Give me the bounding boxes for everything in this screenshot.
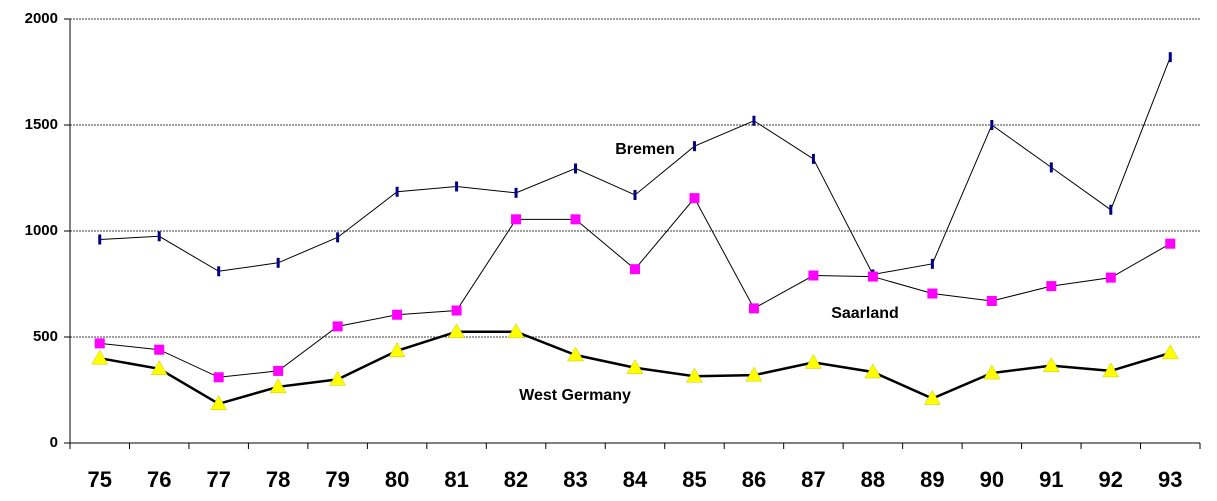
marker [811,153,815,164]
marker [395,186,399,197]
marker [514,187,518,198]
marker [269,378,287,394]
marker [570,214,581,225]
marker [150,360,168,376]
marker [332,321,343,332]
marker [689,193,700,204]
marker [154,344,165,355]
y-tick-label: 1000 [25,222,58,239]
marker [1165,238,1176,249]
marker [336,232,340,243]
marker [451,305,462,316]
marker [808,270,819,281]
x-tick-label: 76 [147,467,171,492]
x-tick-label: 87 [801,467,825,492]
x-tick-label: 83 [563,467,587,492]
marker [748,303,759,314]
marker [923,389,941,405]
marker [626,359,644,374]
series-line [99,56,1171,276]
marker [983,364,1001,380]
marker [567,346,584,362]
x-tick-label: 93 [1158,467,1182,492]
marker [507,323,525,338]
series-label: Bremen [615,141,675,158]
marker [1109,204,1113,215]
marker [692,141,696,152]
marker [329,370,347,386]
marker [752,115,756,126]
x-tick-label: 85 [682,467,706,492]
x-tick-label: 88 [861,467,885,492]
marker [630,264,640,275]
x-tick-label: 89 [920,467,944,492]
marker [990,120,994,130]
marker [213,372,224,383]
marker [864,363,882,379]
marker [210,395,228,411]
marker [867,271,878,282]
marker [392,309,403,320]
marker [455,181,459,192]
marker [686,367,703,383]
x-tick-label: 86 [742,467,766,492]
marker [1049,162,1053,173]
x-tick-label: 79 [325,467,349,492]
marker [1102,362,1120,378]
marker [1105,272,1116,283]
series-line [99,197,1171,378]
marker [448,323,466,338]
marker [511,214,522,225]
marker [276,257,280,268]
x-tick-label: 80 [385,467,409,492]
marker [91,349,109,365]
x-tick-label: 92 [1099,467,1123,492]
marker [388,342,406,358]
marker [1046,281,1057,292]
y-tick-label: 2000 [25,10,58,27]
x-tick-label: 75 [87,467,111,492]
marker [927,288,938,299]
marker [94,338,105,349]
x-tick-label: 90 [980,467,1004,492]
marker [273,365,284,376]
marker [930,258,934,269]
x-tick-label: 81 [444,467,468,492]
y-tick-label: 0 [50,434,58,451]
marker [574,163,578,174]
y-tick-label: 1500 [25,116,58,133]
marker [1161,344,1179,360]
marker [157,231,161,242]
marker [1168,52,1172,63]
x-tick-label: 78 [266,467,290,492]
marker [745,366,763,382]
marker [98,234,102,245]
marker [986,295,997,306]
y-tick-label: 500 [33,328,58,345]
marker [804,353,822,369]
marker [1042,357,1060,372]
x-tick-label: 84 [623,467,648,492]
x-tick-label: 91 [1039,467,1063,492]
series-label: West Germany [519,387,631,404]
x-tick-label: 77 [206,467,230,492]
marker [633,189,637,200]
series-label: Saarland [831,305,899,322]
x-tick-label: 82 [504,467,528,492]
marker [217,266,221,277]
